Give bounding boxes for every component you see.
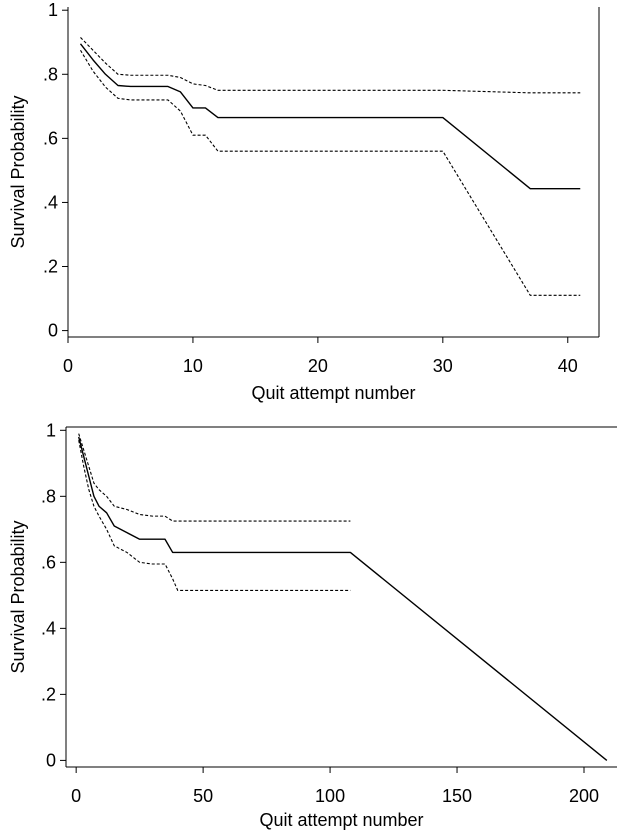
x-tick-label: 20 [308, 356, 328, 376]
y-tick-label: .2 [43, 257, 58, 277]
y-tick-label: .8 [43, 64, 58, 84]
x-tick-label: 200 [569, 786, 599, 806]
confidence-bound-upper [78, 433, 351, 522]
confidence-bound-lower [78, 440, 351, 591]
survival-curve [78, 436, 608, 761]
x-tick-label: 0 [71, 786, 81, 806]
x-axis-label: Quit attempt number [251, 383, 415, 403]
chart-panel-2: 0 .2 .4 .6 .8 1 0 50 100 150 200 Quit attempt numbe… [8, 420, 617, 830]
x-tick-label: 40 [558, 356, 578, 376]
y-axis-label: Survival Probability [8, 95, 28, 248]
y-tick-label: 1 [48, 0, 58, 20]
y-axis-label: Survival Probability [8, 520, 28, 673]
y-tick-label: .4 [41, 618, 56, 638]
y-tick-label: .2 [41, 684, 56, 704]
x-tick-label: 10 [183, 356, 203, 376]
y-tick-label: .8 [41, 486, 56, 506]
x-axis-label: Quit attempt number [259, 810, 423, 830]
y-tick-label: .6 [43, 128, 58, 148]
y-tick-label: 0 [48, 321, 58, 341]
x-tick-label: 0 [63, 356, 73, 376]
y-tick-label: .6 [41, 552, 56, 572]
x-tick-label: 100 [315, 786, 345, 806]
confidence-bound-upper [80, 37, 581, 94]
y-tick-label: 0 [46, 750, 56, 770]
y-tick-label: .4 [43, 192, 58, 212]
x-tick-label: 30 [433, 356, 453, 376]
y-tick-label: 1 [46, 420, 56, 440]
x-tick-label: 150 [442, 786, 472, 806]
x-tick-label: 50 [193, 786, 213, 806]
survival-curve [79, 43, 581, 190]
